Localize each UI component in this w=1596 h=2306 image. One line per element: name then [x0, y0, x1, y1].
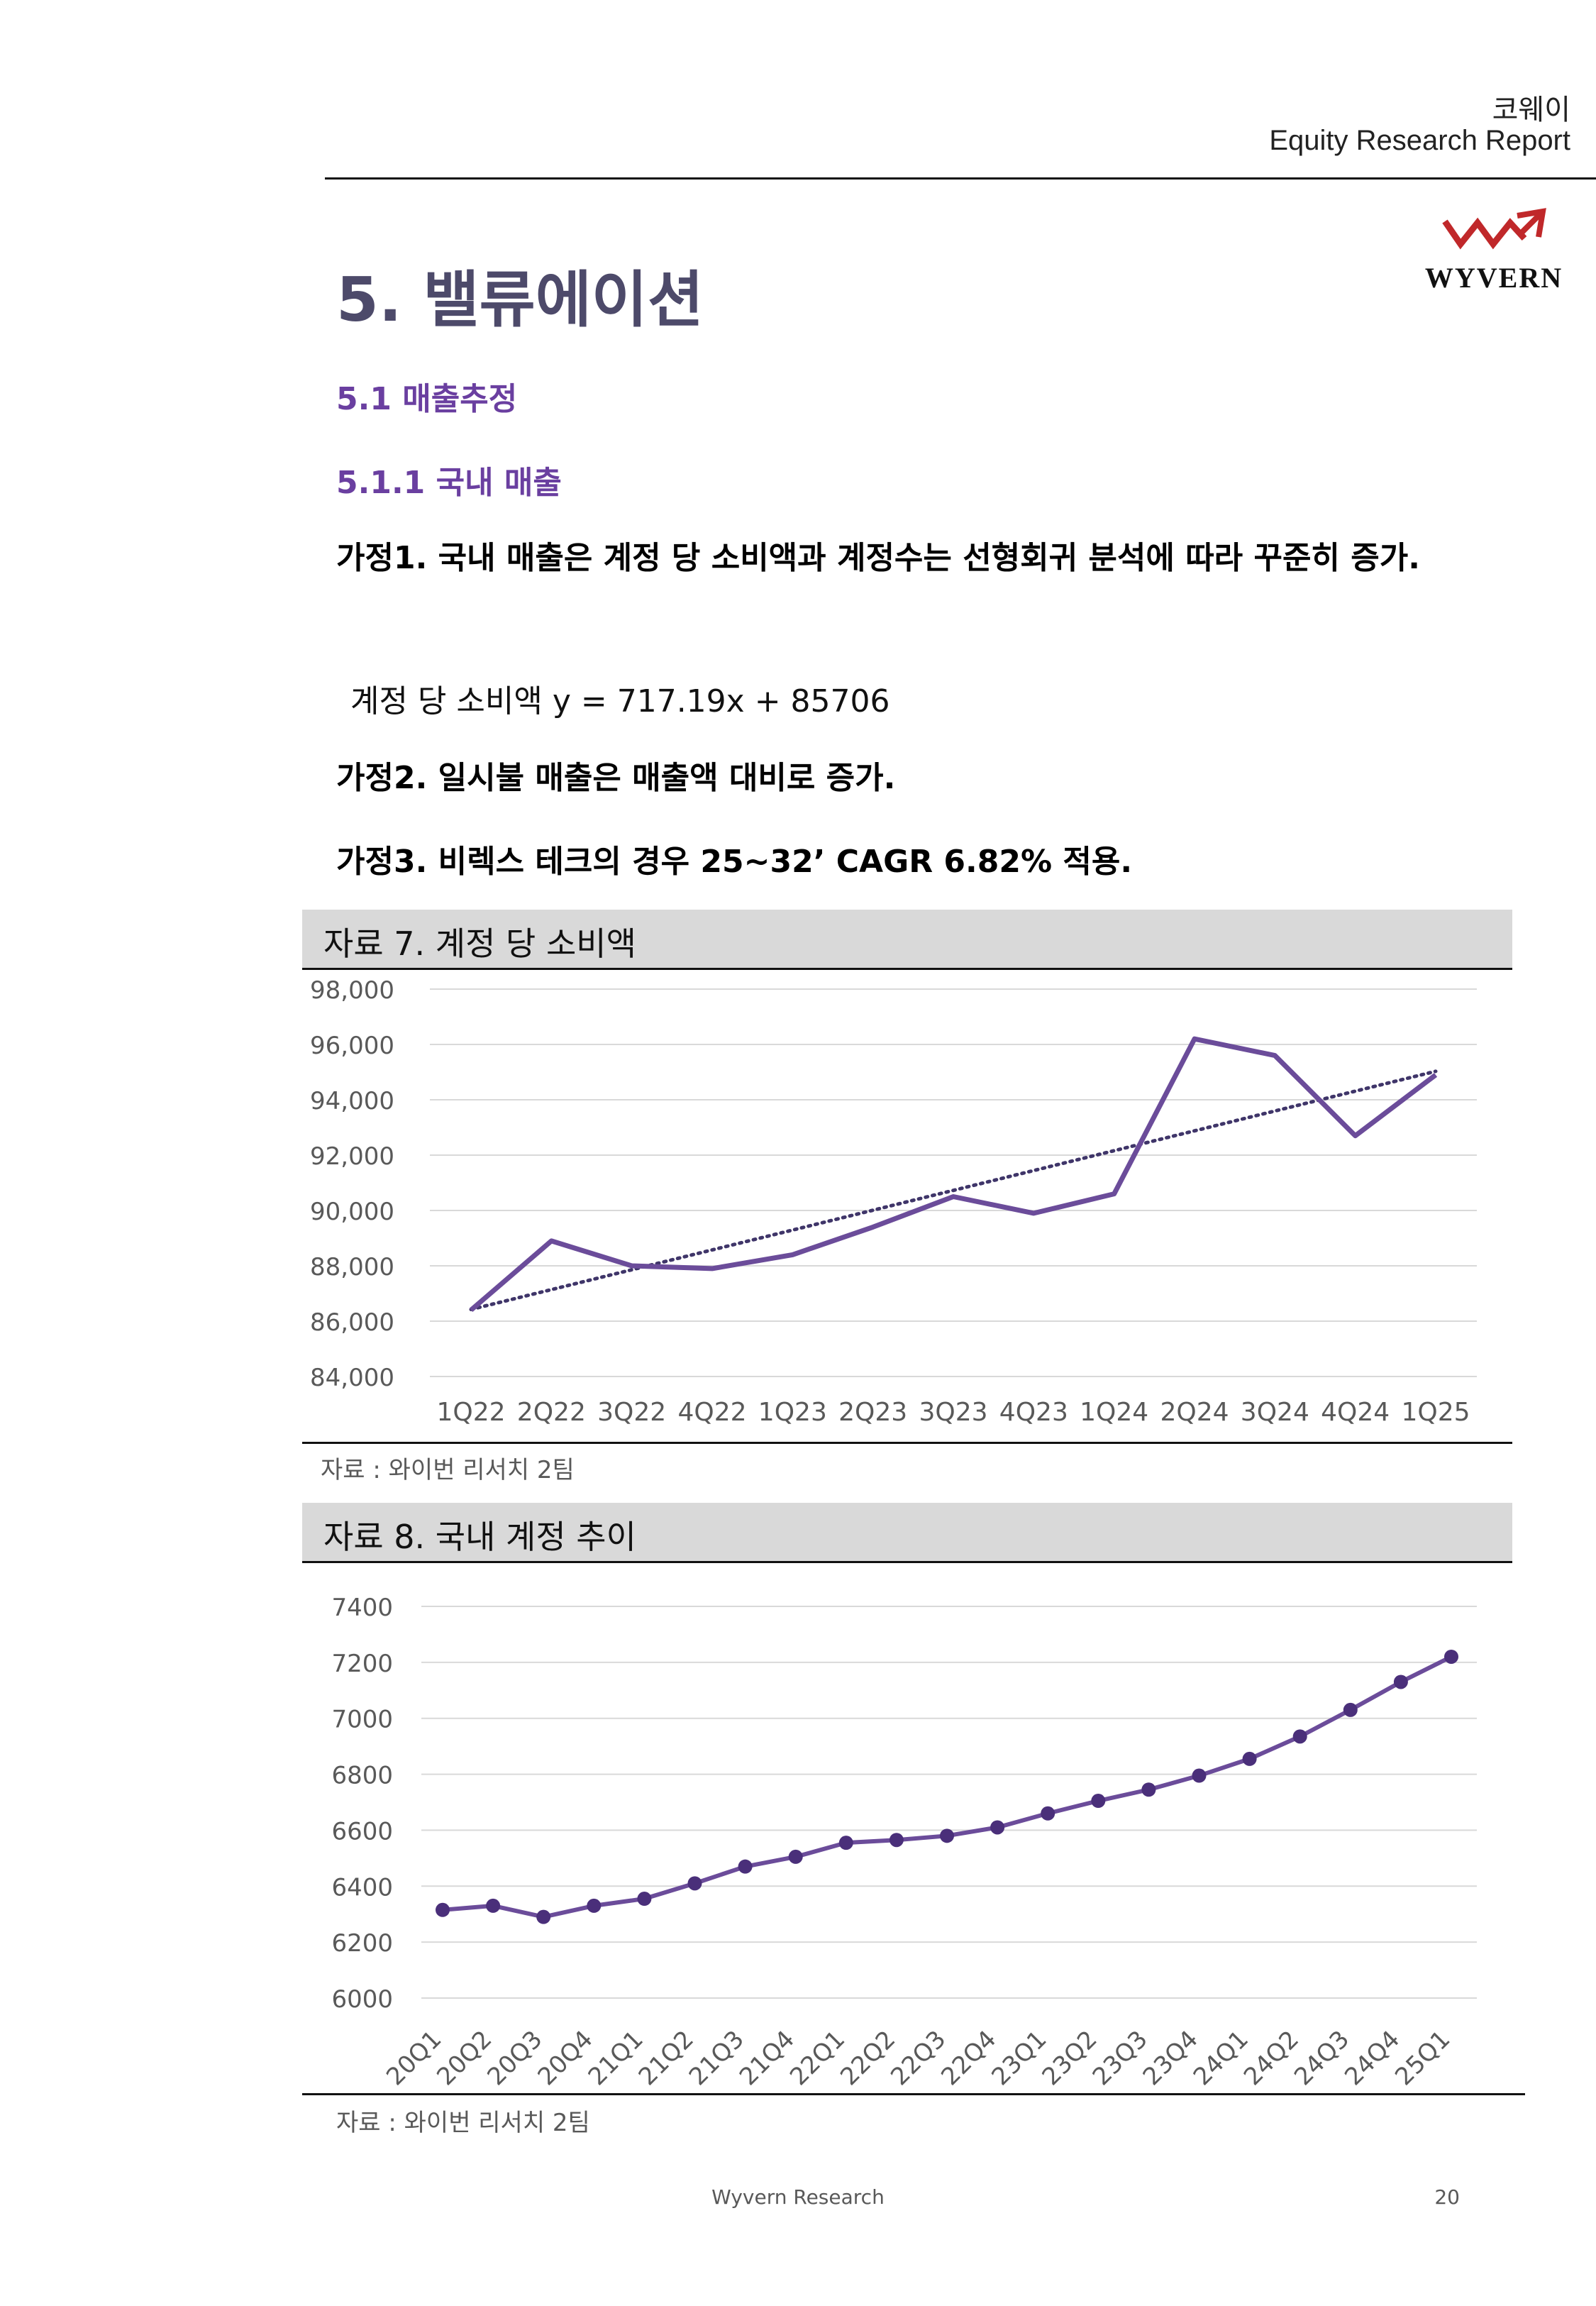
- data-point: [436, 1902, 450, 1917]
- data-point: [486, 1898, 501, 1913]
- x-tick-label: 24Q4: [1339, 2025, 1405, 2091]
- x-tick-label: 2Q23: [838, 1398, 907, 1427]
- x-tick-label: 2Q22: [517, 1398, 586, 1427]
- figure7-title: 자료 7. 계정 당 소비액: [323, 925, 636, 963]
- subsection-title: 5.1 매출추정: [336, 381, 518, 417]
- y-tick-label: 98,000: [310, 976, 394, 1005]
- assumption-3: 가정3. 비렉스 테크의 경우 25~32’ CAGR 6.82% 적용.: [336, 844, 1133, 880]
- data-point: [1343, 1702, 1358, 1717]
- x-tick-label: 21Q3: [684, 2025, 750, 2091]
- y-tick-label: 88,000: [310, 1253, 394, 1281]
- x-tick-label: 2Q24: [1160, 1398, 1229, 1427]
- x-tick-label: 24Q1: [1188, 2025, 1254, 2091]
- section-title: 5. 밸류에이션: [336, 265, 704, 336]
- y-tick-label: 6000: [331, 1985, 393, 2014]
- data-point: [889, 1833, 904, 1848]
- y-tick-label: 6200: [331, 1929, 393, 1958]
- x-tick-label: 20Q3: [482, 2025, 548, 2091]
- y-tick-label: 7000: [331, 1706, 393, 1734]
- trendline: [469, 1069, 1438, 1311]
- data-point: [1091, 1794, 1106, 1809]
- figure8-bottom-rule: [302, 2093, 1525, 2095]
- y-tick-label: 6400: [331, 1873, 393, 1902]
- figure8-source: 자료 : 와이번 리서치 2팀: [336, 2109, 590, 2137]
- y-tick-label: 6600: [331, 1817, 393, 1846]
- x-tick-label: 20Q4: [533, 2025, 599, 2091]
- y-tick-label: 84,000: [310, 1364, 394, 1392]
- series-line: [469, 1036, 1438, 1313]
- figure7-title-bar: 자료 7. 계정 당 소비액: [302, 910, 1512, 970]
- figure8-title-bar: 자료 8. 국내 계정 추이: [302, 1503, 1512, 1563]
- y-tick-label: 92,000: [310, 1142, 394, 1171]
- y-tick-label: 7400: [331, 1594, 393, 1622]
- x-tick-label: 21Q4: [734, 2025, 800, 2091]
- x-tick-label: 23Q3: [1087, 2025, 1153, 2091]
- figure8-title: 자료 8. 국내 계정 추이: [323, 1518, 636, 1556]
- x-tick-label: 4Q24: [1321, 1398, 1390, 1427]
- header-divider: [325, 177, 1596, 180]
- x-tick-label: 1Q24: [1080, 1398, 1148, 1427]
- page-number: 20: [1434, 2185, 1460, 2209]
- x-tick-label: 4Q23: [999, 1398, 1068, 1427]
- x-tick-label: 25Q1: [1390, 2025, 1456, 2091]
- data-point: [1242, 1751, 1257, 1766]
- data-point: [1444, 1649, 1458, 1664]
- x-tick-label: 22Q1: [785, 2025, 850, 2091]
- x-tick-label: 1Q22: [436, 1398, 505, 1427]
- header-report-type: Equity Research Report: [1269, 125, 1570, 156]
- x-tick-label: 3Q22: [597, 1398, 666, 1427]
- x-tick-label: 23Q4: [1138, 2025, 1204, 2091]
- y-tick-label: 94,000: [310, 1087, 394, 1115]
- y-tick-label: 6800: [331, 1762, 393, 1790]
- data-point: [1041, 1806, 1055, 1821]
- x-tick-label: 23Q2: [1037, 2025, 1103, 2091]
- data-point: [1192, 1768, 1207, 1783]
- x-tick-label: 23Q1: [986, 2025, 1052, 2091]
- data-point: [1393, 1675, 1408, 1689]
- x-tick-label: 21Q2: [633, 2025, 699, 2091]
- regression-formula: 계정 당 소비액 y = 717.19x + 85706: [350, 683, 890, 719]
- data-point: [687, 1876, 702, 1891]
- footer-brand: Wyvern Research: [711, 2185, 885, 2209]
- x-tick-label: 24Q2: [1238, 2025, 1304, 2091]
- x-tick-label: 24Q3: [1289, 2025, 1355, 2091]
- assumption-1: 가정1. 국내 매출은 계정 당 소비액과 계정수는 선형회귀 분석에 따라 꾸…: [336, 540, 1420, 576]
- data-point: [788, 1849, 803, 1864]
- figure7-source: 자료 : 와이번 리서치 2팀: [321, 1456, 575, 1484]
- y-tick-label: 96,000: [310, 1032, 394, 1060]
- data-point: [990, 1820, 1005, 1835]
- data-point: [1292, 1729, 1307, 1744]
- x-tick-label: 4Q22: [677, 1398, 746, 1427]
- logo-text: WYVERN: [1424, 262, 1563, 294]
- x-tick-label: 21Q1: [583, 2025, 649, 2091]
- y-tick-label: 90,000: [310, 1198, 394, 1226]
- assumption-2: 가정2. 일시불 매출은 매출액 대비로 증가.: [336, 760, 896, 796]
- data-point: [536, 1909, 551, 1924]
- subsubsection-title: 5.1.1 국내 매출: [336, 465, 562, 501]
- figure7-chart: 98,000 96,000 94,000 92,000 90,000 88,000 86,0…: [310, 976, 1477, 1427]
- x-tick-label: 20Q1: [381, 2025, 447, 2091]
- data-point: [1141, 1782, 1156, 1797]
- y-tick-label: 7200: [331, 1650, 393, 1678]
- y-tick-label: 86,000: [310, 1308, 394, 1337]
- figure7-bottom-rule: [302, 1442, 1512, 1444]
- x-tick-label: 1Q23: [758, 1398, 827, 1427]
- header-company: 코웨이: [1492, 94, 1570, 126]
- x-tick-label: 20Q2: [431, 2025, 497, 2091]
- series-line: [442, 1655, 1453, 1919]
- data-point: [587, 1898, 602, 1913]
- x-tick-label: 22Q3: [885, 2025, 951, 2091]
- figure8-chart: 7400 7200 7000 6800 6600 6400 6200 6000 20Q120Q2…: [331, 1594, 1477, 2091]
- logo-icon: [1442, 208, 1546, 250]
- x-tick-label: 22Q2: [835, 2025, 901, 2091]
- x-tick-label: 3Q24: [1241, 1398, 1309, 1427]
- data-point: [940, 1828, 954, 1843]
- x-tick-label: 22Q4: [936, 2025, 1002, 2091]
- x-tick-label: 1Q25: [1401, 1398, 1470, 1427]
- data-point: [738, 1859, 753, 1874]
- wyvern-logo: WYVERN: [1424, 207, 1563, 294]
- data-point: [838, 1836, 853, 1850]
- x-tick-label: 3Q23: [919, 1398, 987, 1427]
- data-point: [637, 1892, 652, 1907]
